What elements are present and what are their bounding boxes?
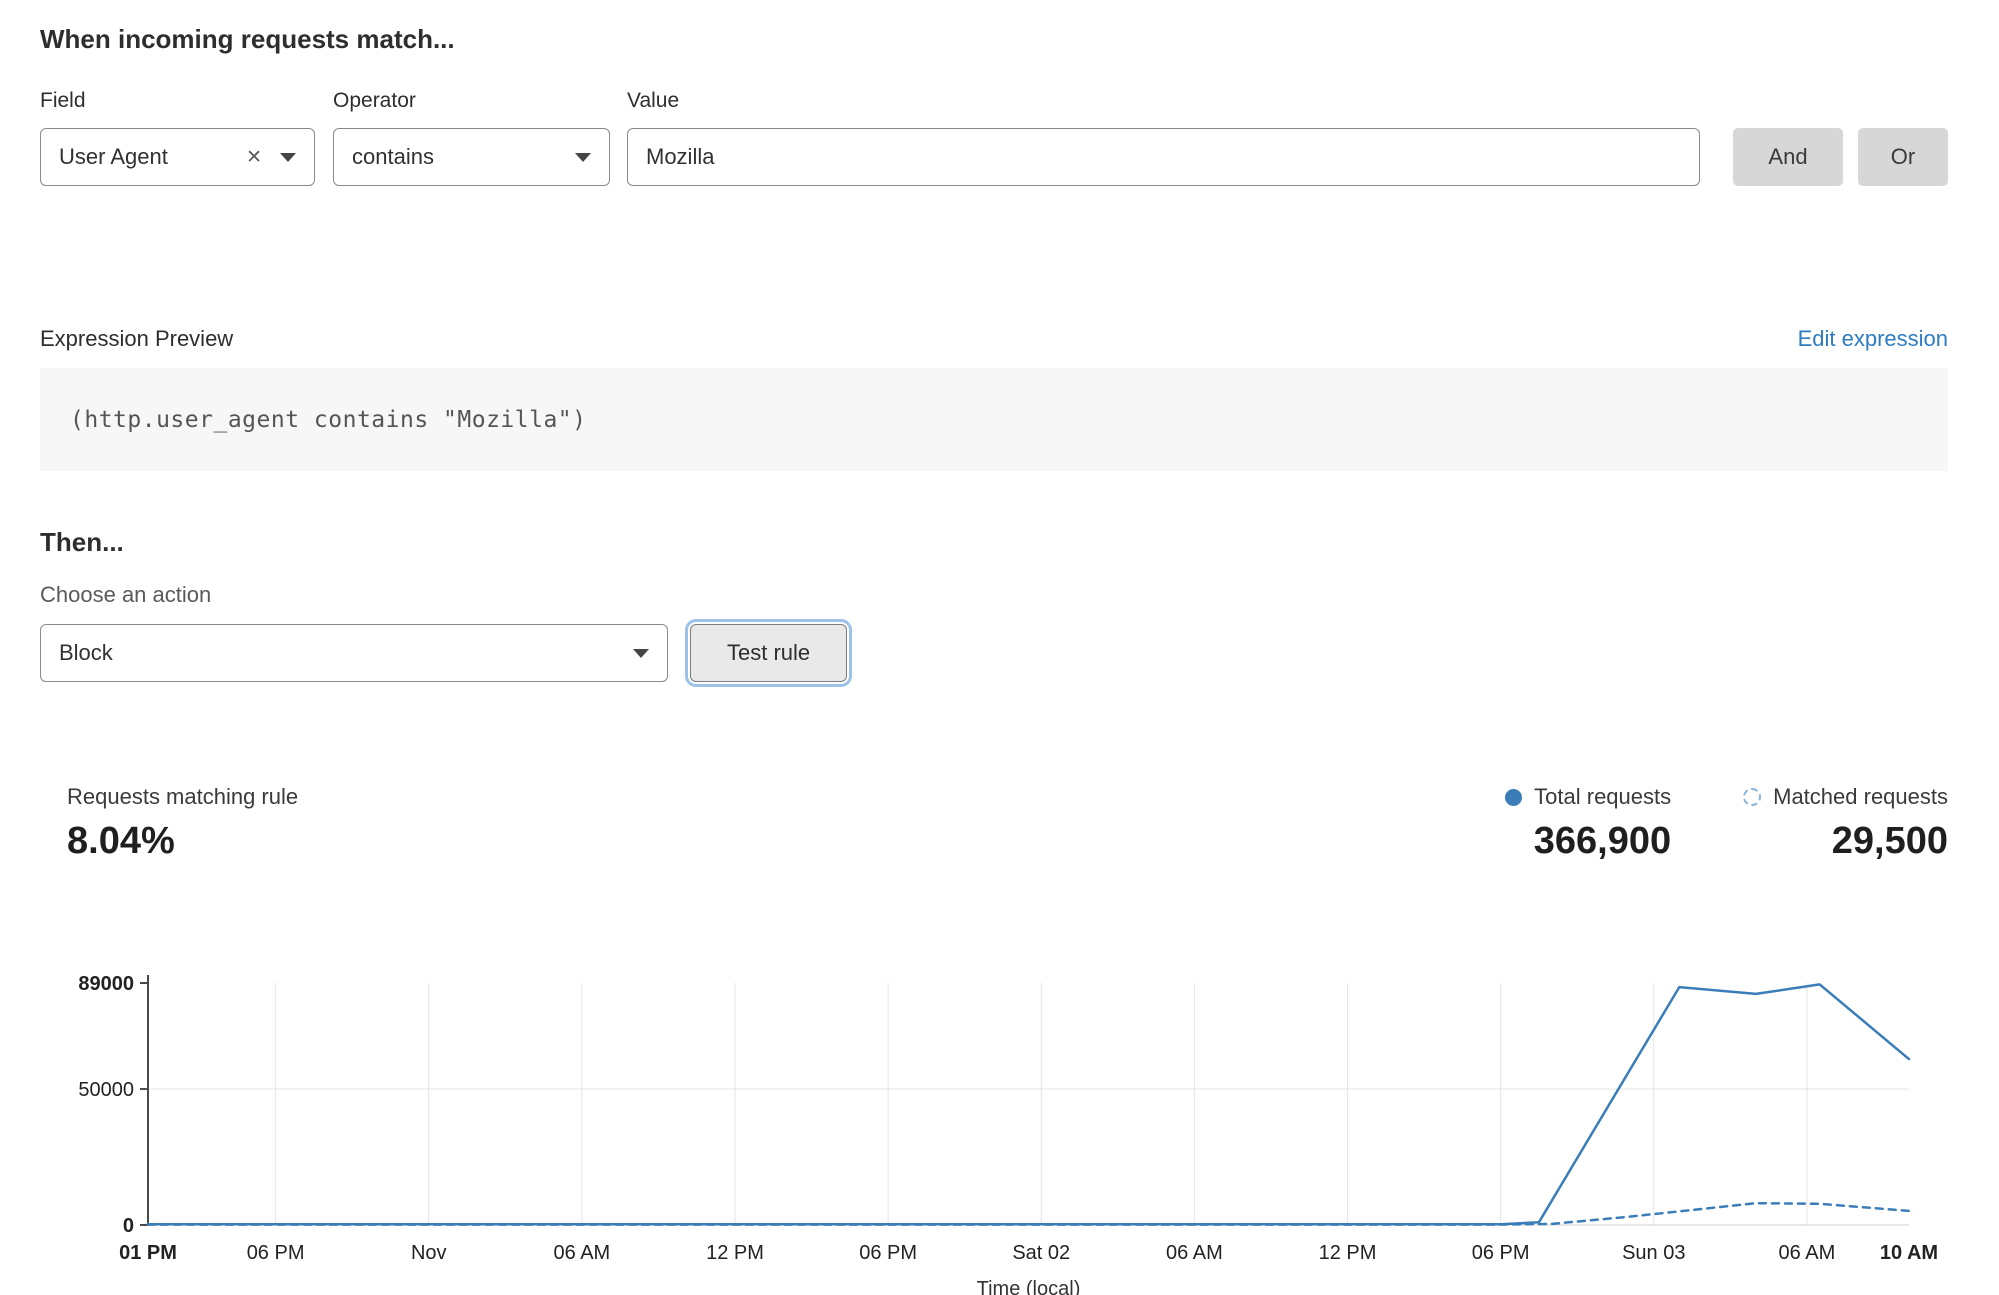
clear-field-icon[interactable]: ✕ xyxy=(246,146,262,168)
svg-text:Sat 02: Sat 02 xyxy=(1012,1242,1070,1264)
expression-preview-label: Expression Preview xyxy=(40,326,234,351)
field-select[interactable]: User Agent ✕ xyxy=(40,128,315,186)
svg-text:06 AM: 06 AM xyxy=(554,1242,611,1264)
svg-text:12 PM: 12 PM xyxy=(1319,1242,1377,1264)
and-button[interactable]: And xyxy=(1733,128,1843,186)
operator-label: Operator xyxy=(333,89,416,112)
total-requests-stat: Total requests 366,900 xyxy=(1505,784,1671,863)
match-condition-row: Field User Agent ✕ Operator contains Val… xyxy=(40,89,1948,186)
action-select[interactable]: Block xyxy=(40,624,668,682)
svg-text:0: 0 xyxy=(123,1215,134,1237)
operator-select[interactable]: contains xyxy=(333,128,610,186)
value-column: Value xyxy=(627,89,1700,186)
test-rule-button[interactable]: Test rule xyxy=(684,619,853,687)
svg-text:89000: 89000 xyxy=(78,973,134,995)
then-section-title: Then... xyxy=(40,527,124,557)
matched-requests-dashed-circle-icon xyxy=(1743,788,1762,806)
matched-requests-value: 29,500 xyxy=(1831,820,1948,862)
field-column: Field User Agent ✕ xyxy=(40,89,315,186)
value-label: Value xyxy=(627,89,680,112)
matched-requests-legend[interactable]: Matched requests xyxy=(1743,784,1948,810)
svg-text:06 AM: 06 AM xyxy=(1166,1242,1223,1264)
matching-rule-label: Requests matching rule xyxy=(67,784,299,809)
chevron-down-icon xyxy=(575,152,591,162)
expression-code-block: (http.user_agent contains "Mozilla") xyxy=(40,368,1948,471)
or-button[interactable]: Or xyxy=(1858,128,1948,186)
operator-select-value: contains xyxy=(352,144,434,169)
svg-text:Nov: Nov xyxy=(411,1242,447,1264)
chevron-down-icon xyxy=(633,648,649,658)
edit-expression-link[interactable]: Edit expression xyxy=(1797,326,1948,351)
operator-column: Operator contains xyxy=(333,89,610,186)
total-requests-dot-icon xyxy=(1505,788,1523,806)
stats-row: Requests matching rule 8.04% Total reque… xyxy=(40,784,1948,863)
matching-rule-stat: Requests matching rule 8.04% xyxy=(67,784,298,863)
requests-chart: 0 50000 89000 01 PM 06 PM Nov 06 AM 12 PM 06 PM S… xyxy=(78,973,1938,1295)
match-section-title: When incoming requests match... xyxy=(40,24,455,54)
svg-text:06 PM: 06 PM xyxy=(247,1242,305,1264)
expression-header: Expression Preview Edit expression xyxy=(40,326,1948,352)
total-requests-label: Total requests xyxy=(1534,784,1672,809)
matched-requests-label: Matched requests xyxy=(1773,784,1948,809)
stats-right-group: Total requests 366,900 Matched requests … xyxy=(1505,784,1948,863)
chevron-down-icon xyxy=(280,152,296,162)
svg-text:Time (local): Time (local) xyxy=(977,1278,1081,1295)
svg-text:01 PM: 01 PM xyxy=(119,1242,177,1264)
expression-code-text: (http.user_agent contains "Mozilla") xyxy=(70,406,587,433)
requests-chart-container: 0 50000 89000 01 PM 06 PM Nov 06 AM 12 PM 06 PM S… xyxy=(40,969,1948,1295)
matched-requests-stat: Matched requests 29,500 xyxy=(1743,784,1948,863)
choose-action-label: Choose an action xyxy=(40,582,212,607)
svg-text:12 PM: 12 PM xyxy=(706,1242,764,1264)
svg-text:50000: 50000 xyxy=(78,1079,134,1101)
matching-rule-value: 8.04% xyxy=(67,820,175,862)
field-select-value: User Agent xyxy=(59,144,168,169)
svg-text:06 AM: 06 AM xyxy=(1779,1242,1836,1264)
svg-text:06 PM: 06 PM xyxy=(859,1242,917,1264)
value-input[interactable] xyxy=(627,128,1700,186)
action-select-value: Block xyxy=(59,640,113,665)
field-label: Field xyxy=(40,89,86,112)
total-requests-legend[interactable]: Total requests xyxy=(1505,784,1671,810)
svg-text:10 AM: 10 AM xyxy=(1880,1242,1938,1264)
svg-text:Sun 03: Sun 03 xyxy=(1622,1242,1685,1264)
action-row: Block Test rule xyxy=(40,619,1948,687)
svg-text:06 PM: 06 PM xyxy=(1472,1242,1530,1264)
total-requests-value: 366,900 xyxy=(1533,820,1672,862)
